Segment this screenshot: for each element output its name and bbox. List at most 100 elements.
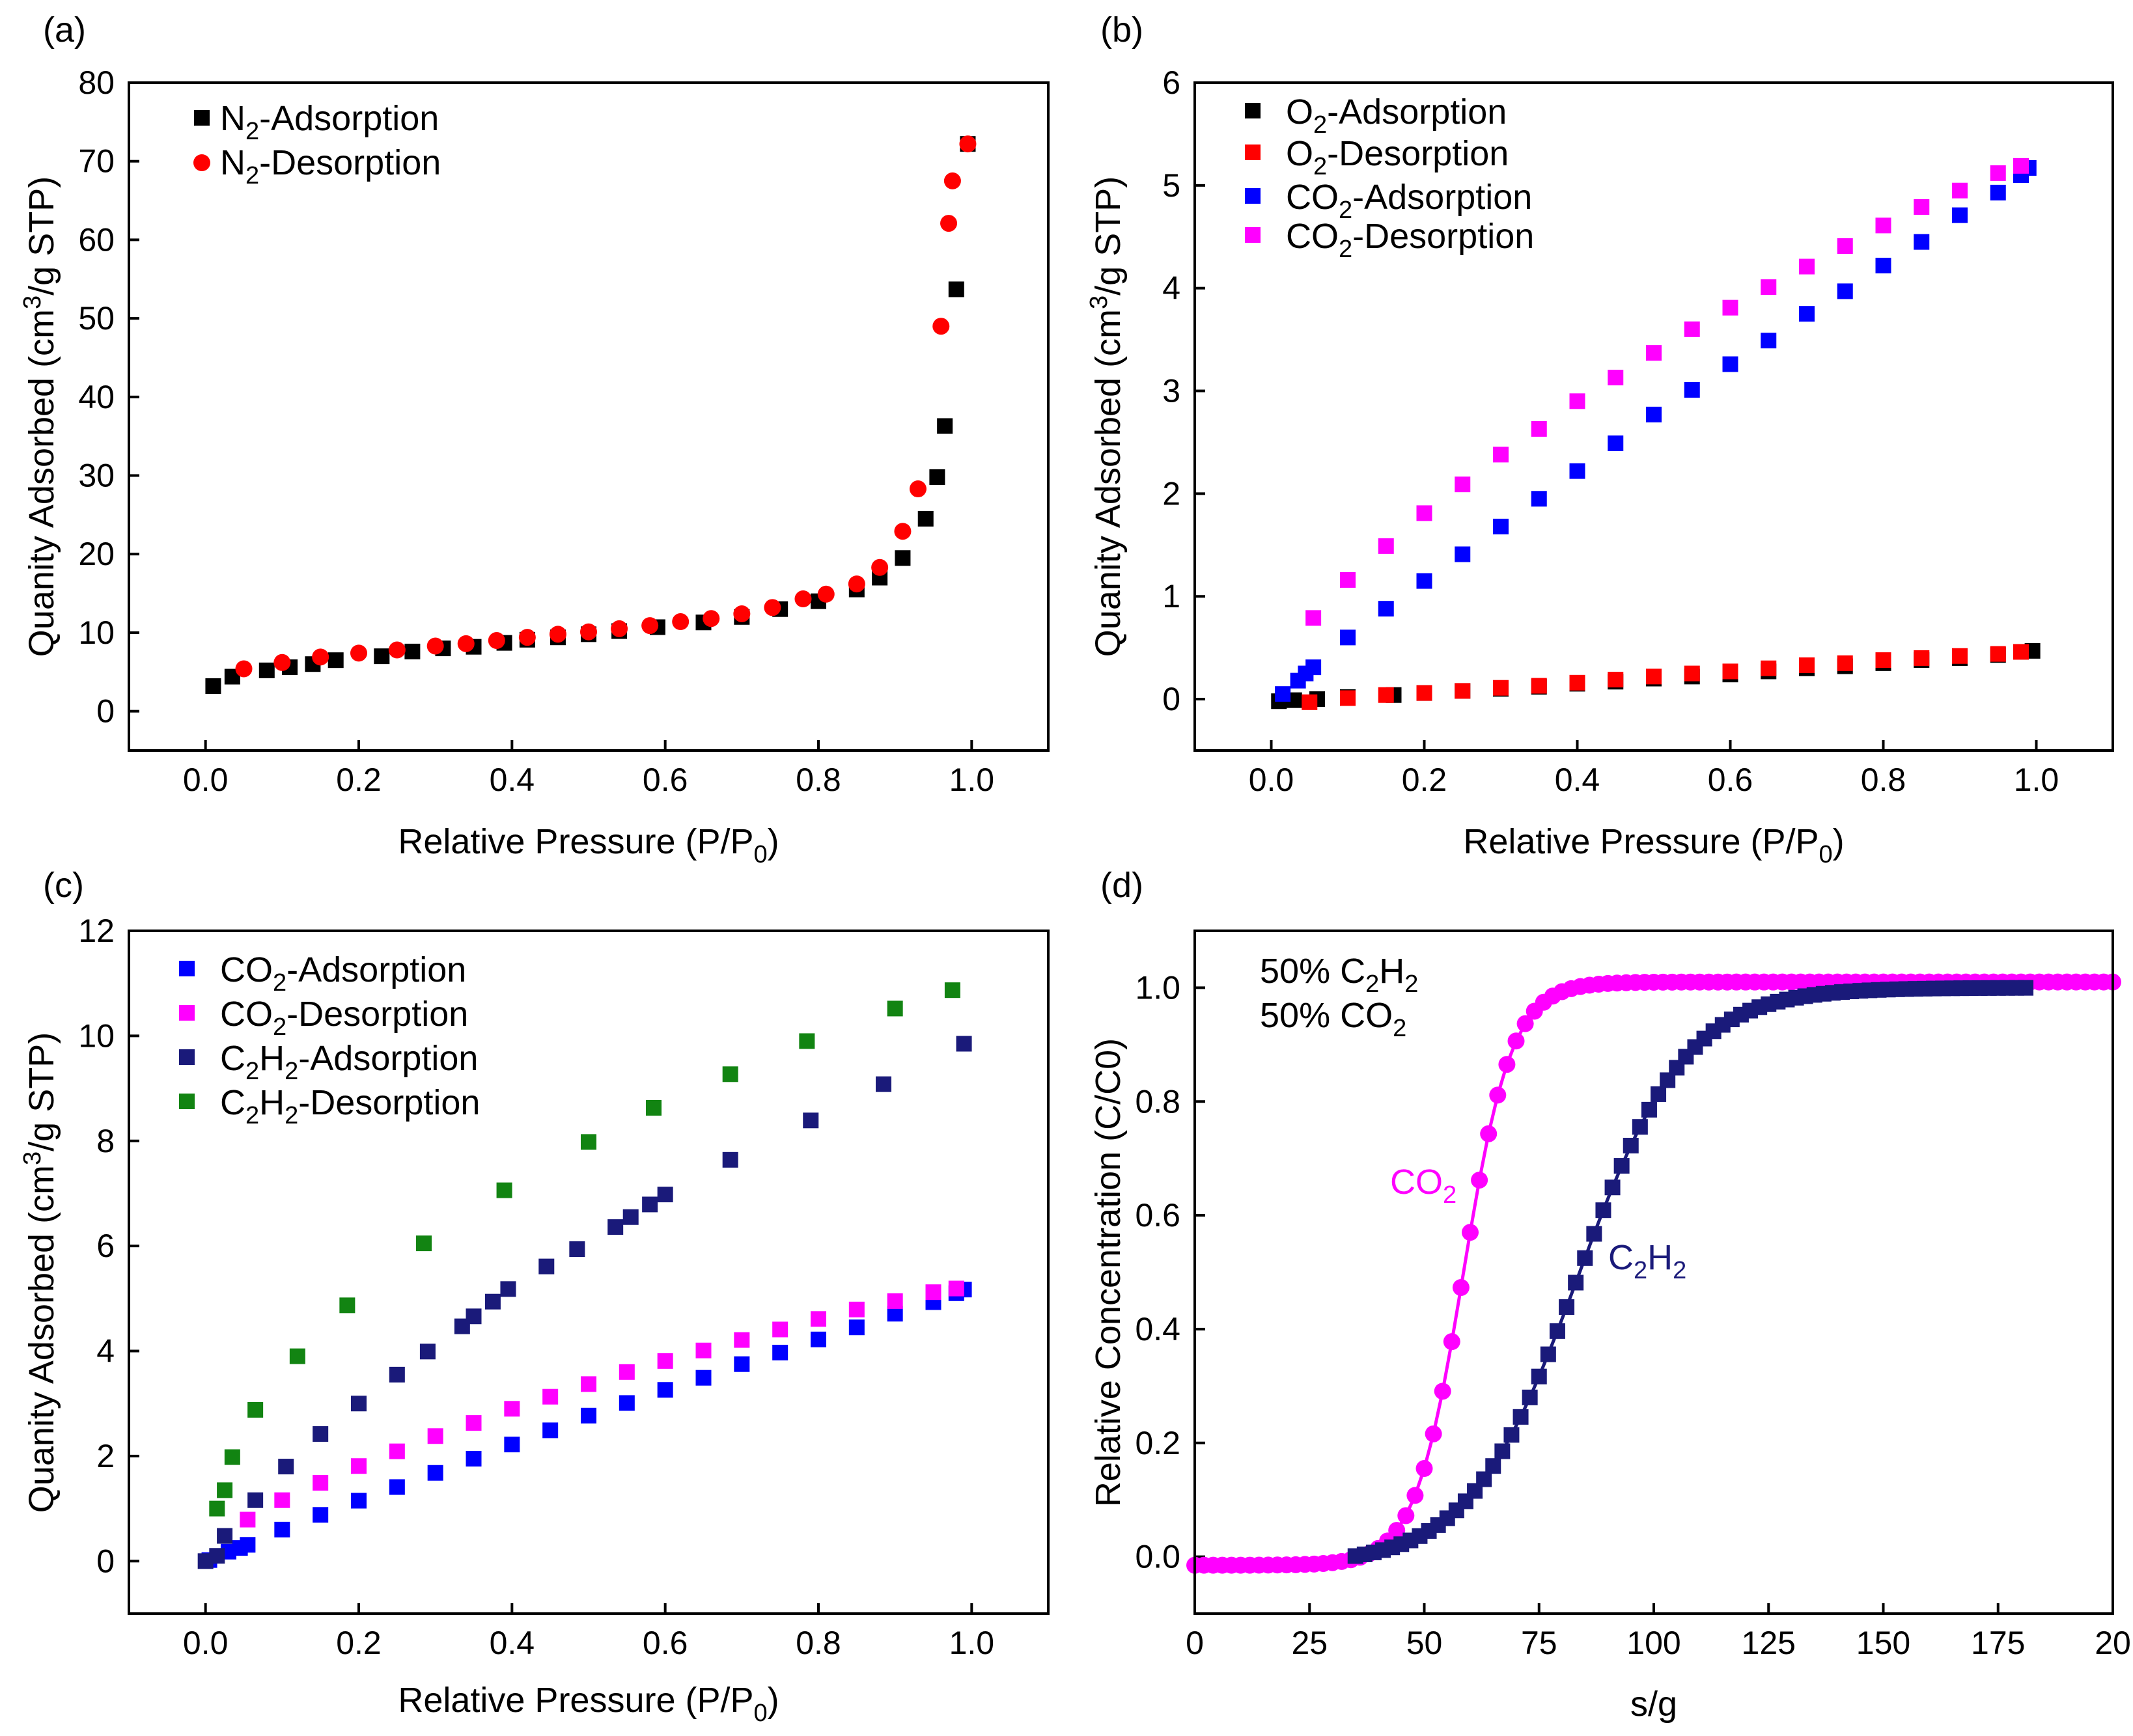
legend-label-o2-desorption: O2-Desorption	[1286, 134, 1509, 180]
point-b-co2-desorption-1	[1340, 572, 1356, 588]
series-c-c2h2-desorption	[209, 982, 960, 1517]
series-d-c2h2	[1347, 980, 2034, 1564]
point-b-co2-desorption-14	[1837, 238, 1853, 254]
point-b-co2-desorption-9	[1646, 345, 1662, 361]
point-a-n2-desorption-5	[426, 637, 444, 655]
point-c-co2-adsorption-16	[734, 1356, 750, 1372]
point-b-o2-desorption-18	[1990, 646, 2006, 662]
legend-marker-c2h2-desorption	[179, 1094, 195, 1109]
point-d-c2h2-32	[1641, 1101, 1657, 1118]
point-d-c2h2-26	[1586, 1226, 1602, 1242]
point-c-c2h2-desorption-9	[646, 1099, 662, 1116]
point-d-c2h2-23	[1559, 1299, 1575, 1316]
point-a-n2-desorption-9	[549, 626, 566, 643]
point-c-c2h2-adsorption-17	[642, 1196, 658, 1213]
x-tick-label-c-3: 0.6	[643, 1625, 688, 1661]
legend-c: CO2-Adsorption CO2-Desorption C2H2-Adsor…	[179, 950, 480, 1129]
point-c-co2-desorption-10	[619, 1364, 635, 1380]
point-b-co2-adsorption-13	[1684, 381, 1700, 398]
legend-a: N2-Adsorption N2-Desorption	[193, 99, 441, 189]
point-c-co2-desorption-18	[925, 1284, 941, 1301]
x-axis-label-d: s/g	[1630, 1685, 1677, 1724]
point-c-c2h2-adsorption-22	[956, 1036, 972, 1052]
y-tick-label-a-7: 70	[78, 143, 115, 180]
point-a-n2-desorption-14	[703, 610, 720, 627]
point-c-c2h2-desorption-12	[887, 1000, 903, 1017]
point-a-n2-adsorption-5	[328, 652, 344, 668]
point-b-co2-desorption-13	[1799, 258, 1815, 275]
point-c-co2-desorption-6	[466, 1415, 482, 1431]
tick-layer-d: 0 25 50 75 100 125 150 175 20 0.0 0.2 0.4 0.6 0.8 1.0	[1135, 969, 2130, 1661]
y-tick-label-d-0: 0.0	[1135, 1539, 1180, 1575]
plot-frame-c	[128, 930, 1050, 1615]
x-tick-label-a-4: 0.8	[796, 762, 841, 798]
x-tick-label-b-3: 0.6	[1708, 762, 1753, 798]
panel-label-b: (b)	[1100, 10, 1143, 49]
point-a-n2-desorption-16	[764, 599, 781, 616]
y-tick-label-d-3: 0.6	[1135, 1197, 1180, 1233]
point-d-co2-28	[1443, 1333, 1460, 1351]
y-tick-label-d-2: 0.4	[1135, 1311, 1180, 1347]
point-a-n2-adsorption-23	[917, 510, 934, 527]
point-d-co2-32	[1480, 1125, 1498, 1142]
svg-text:Relative Pressure (P/P0): Relative Pressure (P/P0)	[398, 1681, 779, 1727]
point-c-co2-adsorption-9	[466, 1450, 482, 1467]
point-c-co2-desorption-7	[504, 1401, 520, 1417]
point-c-co2-adsorption-11	[542, 1422, 559, 1439]
legend-label-co2-adsorption-c: CO2-Adsorption	[220, 950, 466, 997]
point-c-co2-adsorption-18	[811, 1331, 826, 1347]
point-a-n2-adsorption-26	[948, 281, 964, 297]
point-b-o2-desorption-19	[2013, 644, 2029, 660]
point-d-c2h2-14	[1476, 1471, 1492, 1487]
y-tick-label-c-4: 8	[96, 1123, 115, 1159]
plot-frame-a	[128, 81, 1050, 752]
series-line-c2h2	[1355, 986, 2026, 1558]
point-d-c2h2-33	[1651, 1086, 1667, 1102]
x-tick-label-d-5: 125	[1742, 1625, 1796, 1661]
point-d-co2-30	[1462, 1224, 1479, 1241]
point-b-o2-desorption-4	[1455, 683, 1471, 699]
point-b-o2-desorption-0	[1302, 694, 1318, 710]
point-d-c2h2-20	[1531, 1368, 1547, 1385]
point-c-co2-desorption-1	[274, 1492, 290, 1508]
point-b-co2-adsorption-6	[1416, 573, 1432, 589]
x-tick-label-c-0: 0.0	[183, 1625, 229, 1661]
point-d-c2h2-31	[1632, 1119, 1648, 1135]
point-c-co2-desorption-5	[427, 1428, 443, 1444]
series-b-co2-desorption	[1305, 158, 2029, 626]
point-a-n2-adsorption-2	[258, 662, 275, 678]
point-c-co2-desorption-8	[542, 1388, 559, 1405]
point-b-o2-desorption-3	[1416, 685, 1432, 701]
x-axis-label-b: Relative Pressure (P/P0)	[1463, 822, 1844, 868]
point-a-n2-adsorption-24	[929, 469, 945, 485]
point-c-c2h2-adsorption-19	[722, 1151, 738, 1168]
point-c-c2h2-adsorption-8	[419, 1343, 436, 1360]
point-c-c2h2-adsorption-12	[500, 1281, 516, 1297]
point-c-c2h2-adsorption-3	[247, 1492, 264, 1508]
x-tick-label-d-3: 75	[1521, 1625, 1557, 1661]
point-c-c2h2-adsorption-21	[876, 1076, 892, 1092]
curve-label-co2: CO2	[1390, 1163, 1457, 1209]
point-d-c2h2-25	[1577, 1250, 1593, 1266]
point-b-co2-adsorption-8	[1493, 518, 1509, 534]
point-c-co2-adsorption-10	[504, 1437, 520, 1453]
x-tick-label-b-1: 0.2	[1402, 762, 1447, 798]
point-c-co2-adsorption-13	[619, 1395, 635, 1411]
x-tick-label-a-1: 0.2	[336, 762, 382, 798]
point-d-c2h2-21	[1540, 1346, 1556, 1362]
x-tick-label-d-8: 20	[2095, 1625, 2131, 1661]
y-tick-label-a-0: 0	[96, 693, 115, 730]
point-c-c2h2-desorption-1	[217, 1482, 233, 1498]
legend-label-n2-desorption: N2-Desorption	[220, 143, 441, 189]
point-c-co2-adsorption-17	[772, 1344, 788, 1360]
point-a-n2-desorption-26	[959, 135, 977, 153]
point-c-co2-desorption-4	[389, 1443, 405, 1459]
point-d-c2h2-15	[1485, 1458, 1501, 1474]
legend-marker-c2h2-adsorption	[179, 1049, 195, 1065]
legend-marker-n2-desorption	[193, 154, 210, 171]
legend-label-co2-adsorption: CO2-Adsorption	[1286, 178, 1532, 224]
legend-b: O2-Adsorption O2-Desorption CO2-Adsorpti…	[1245, 92, 1534, 263]
legend-marker-o2-desorption	[1245, 145, 1261, 160]
point-a-n2-desorption-1	[273, 654, 291, 671]
